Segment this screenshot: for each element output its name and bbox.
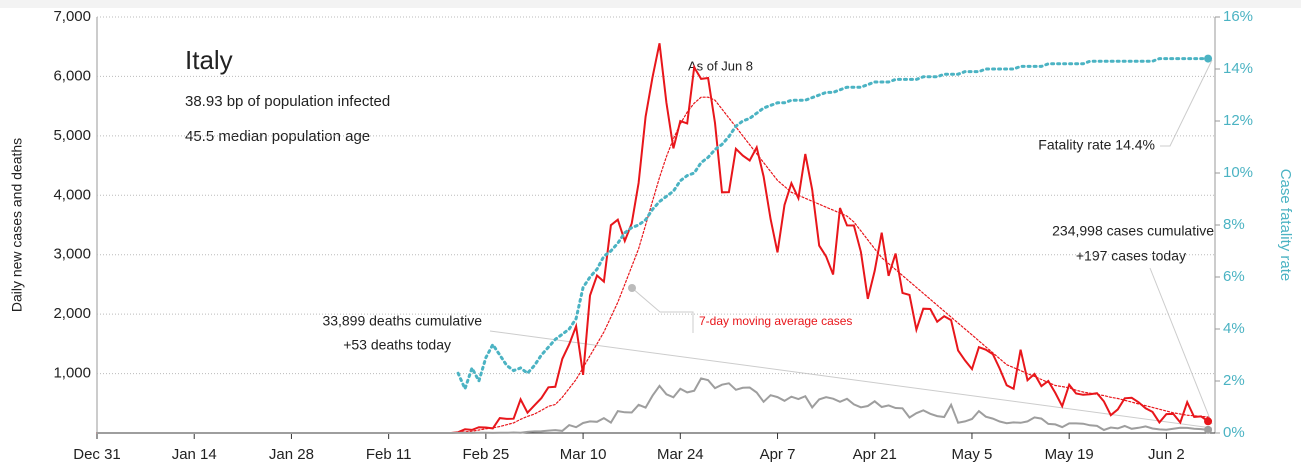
y2-tick-label: 6% [1223,268,1245,285]
annotation: 33,899 deaths cumulative [322,313,482,329]
x-tick-label: May 5 [952,446,993,463]
y-tick-label: 5,000 [53,127,91,144]
leader-line [1160,59,1213,147]
x-tick-label: Apr 7 [760,446,796,463]
x-tick-label: Apr 21 [853,446,897,463]
y-tick-label: 1,000 [53,365,91,382]
y2-tick-label: 12% [1223,112,1253,129]
annotation: As of Jun 8 [688,58,753,73]
leader-line [489,330,1213,429]
series-line [456,57,1210,393]
y-axis-label: Daily new cases and deaths [9,138,25,312]
end-point [1204,425,1213,434]
annotation: +197 cases today [1076,248,1186,264]
leader-line [631,287,694,333]
series-line [96,377,1210,434]
subtitle: 38.93 bp of population infected [185,93,390,110]
annotation: Fatality rate 14.4% [1038,137,1155,153]
y2-tick-label: 2% [1223,372,1245,389]
x-tick-label: May 19 [1045,446,1094,463]
y-tick-label: 6,000 [53,67,91,84]
y-tick-label: 7,000 [53,8,91,25]
x-tick-label: Jun 2 [1148,446,1185,463]
series-line [457,96,1209,433]
leader-line [1149,267,1213,425]
x-tick-label: Feb 25 [463,446,510,463]
x-tick-label: Mar 10 [560,446,607,463]
y2-tick-label: 0% [1223,424,1245,441]
y2-axis-label: Case fatality rate [1277,169,1294,282]
chart-title: Italy [185,45,233,75]
y-tick-label: 3,000 [53,246,91,263]
y2-tick-label: 4% [1223,320,1245,337]
y-tick-label: 2,000 [53,305,91,322]
x-tick-label: Mar 24 [657,446,704,463]
y2-tick-label: 8% [1223,216,1245,233]
end-point [1204,54,1213,63]
leader-lines [489,59,1213,429]
callout-dot [628,284,636,292]
subtitle: 45.5 median population age [185,128,370,145]
annotation: +53 deaths today [343,337,451,353]
x-tick-label: Feb 11 [366,446,412,463]
y-tick-label: 4,000 [53,186,91,203]
x-tick-label: Dec 31 [73,446,121,463]
series-line [96,43,1210,434]
x-tick-label: Jan 14 [172,446,217,463]
annotation: 234,998 cases cumulative [1052,223,1214,239]
annotation: 7-day moving average cases [699,314,852,328]
y2-tick-label: 16% [1223,8,1253,25]
x-tick-label: Jan 28 [269,446,314,463]
end-point [1204,417,1213,426]
y2-tick-label: 10% [1223,164,1253,181]
top-band [0,0,1301,8]
y2-tick-label: 14% [1223,60,1253,77]
